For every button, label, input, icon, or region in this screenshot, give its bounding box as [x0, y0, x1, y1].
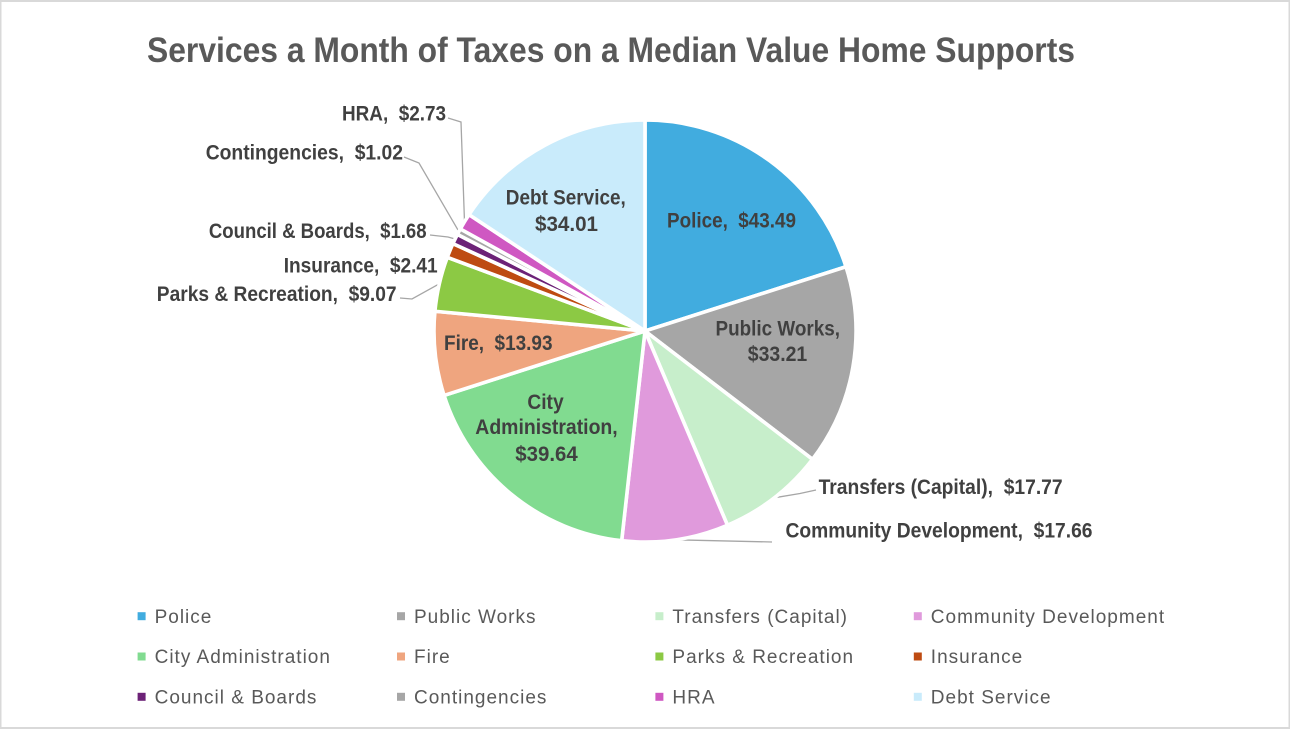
- svg-text:Parks & Recreation: Parks & Recreation: [672, 647, 854, 668]
- svg-text:Public Works,: Public Works,: [716, 318, 841, 341]
- svg-text:Administration,: Administration,: [475, 416, 617, 439]
- svg-text:City: City: [527, 391, 564, 414]
- svg-text:$34.01: $34.01: [535, 213, 598, 236]
- svg-text:Community Development, $17.66: Community Development, $17.66: [786, 520, 1093, 543]
- svg-text:Community Development: Community Development: [931, 607, 1165, 628]
- svg-text:Council & Boards: Council & Boards: [155, 687, 318, 708]
- svg-text:Parks & Recreation, $9.07: Parks & Recreation, $9.07: [157, 283, 397, 306]
- svg-text:HRA: HRA: [672, 687, 715, 708]
- svg-text:$33.21: $33.21: [748, 343, 808, 366]
- svg-text:Transfers (Capital), $17.77: Transfers (Capital), $17.77: [819, 476, 1063, 499]
- svg-text:$39.64: $39.64: [515, 443, 578, 466]
- svg-text:Services a Month of Taxes on a: Services a Month of Taxes on a Median Va…: [147, 31, 1075, 70]
- svg-text:Insurance: Insurance: [931, 647, 1023, 668]
- svg-text:City Administration: City Administration: [155, 647, 331, 668]
- svg-text:Transfers (Capital): Transfers (Capital): [672, 607, 848, 628]
- svg-text:HRA, $2.73: HRA, $2.73: [342, 103, 446, 126]
- svg-text:Insurance, $2.41: Insurance, $2.41: [284, 255, 438, 278]
- svg-text:Contingencies: Contingencies: [414, 687, 547, 708]
- svg-text:Debt Service,: Debt Service,: [506, 187, 626, 210]
- svg-text:Public Works: Public Works: [414, 607, 537, 628]
- svg-text:Police, $43.49: Police, $43.49: [667, 209, 796, 232]
- svg-text:Debt Service: Debt Service: [931, 687, 1052, 708]
- svg-text:Council & Boards, $1.68: Council & Boards, $1.68: [209, 220, 427, 243]
- svg-text:Contingencies, $1.02: Contingencies, $1.02: [206, 142, 403, 165]
- svg-text:Fire, $13.93: Fire, $13.93: [444, 332, 553, 355]
- svg-text:Police: Police: [155, 607, 213, 628]
- svg-text:Fire: Fire: [414, 647, 451, 668]
